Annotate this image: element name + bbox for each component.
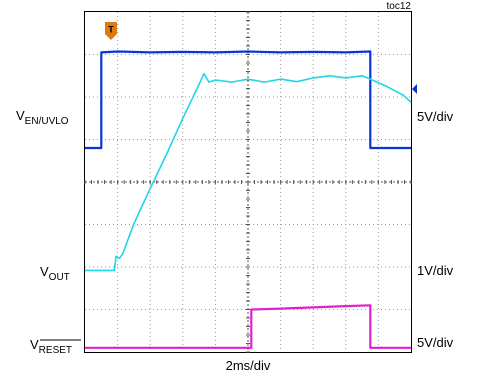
channel-label-v-out: VOUT: [40, 264, 70, 283]
trace-v-reset: [85, 304, 411, 349]
scale-label-ch2: 1V/div: [417, 263, 454, 278]
channel-label-v-en-uvlo: VEN/UVLO: [16, 108, 69, 127]
channel-label-main: V: [30, 337, 39, 352]
ground-marker-icon: [412, 84, 417, 94]
figure-id-label: toc12: [387, 1, 412, 12]
channel-label-v-reset: VRESET: [30, 337, 72, 356]
x-axis-label: 2ms/div: [226, 358, 271, 373]
scale-label-ch3: 5V/div: [417, 335, 454, 350]
channel-label-main: V: [16, 108, 25, 123]
channel-label-sub: RESET: [39, 345, 72, 356]
scale-label-ch1: 5V/div: [417, 109, 454, 124]
trace-v-out: [85, 72, 412, 272]
channel-label-main: V: [40, 264, 49, 279]
grid: [84, 11, 412, 353]
trigger-marker-label: T: [108, 25, 114, 35]
channel-label-sub: OUT: [49, 272, 70, 283]
trace-v-en-uvlo: [85, 50, 411, 150]
channel-label-sub: EN/UVLO: [25, 116, 69, 127]
traces: [85, 50, 412, 349]
trigger-marker-icon: T: [105, 22, 117, 40]
